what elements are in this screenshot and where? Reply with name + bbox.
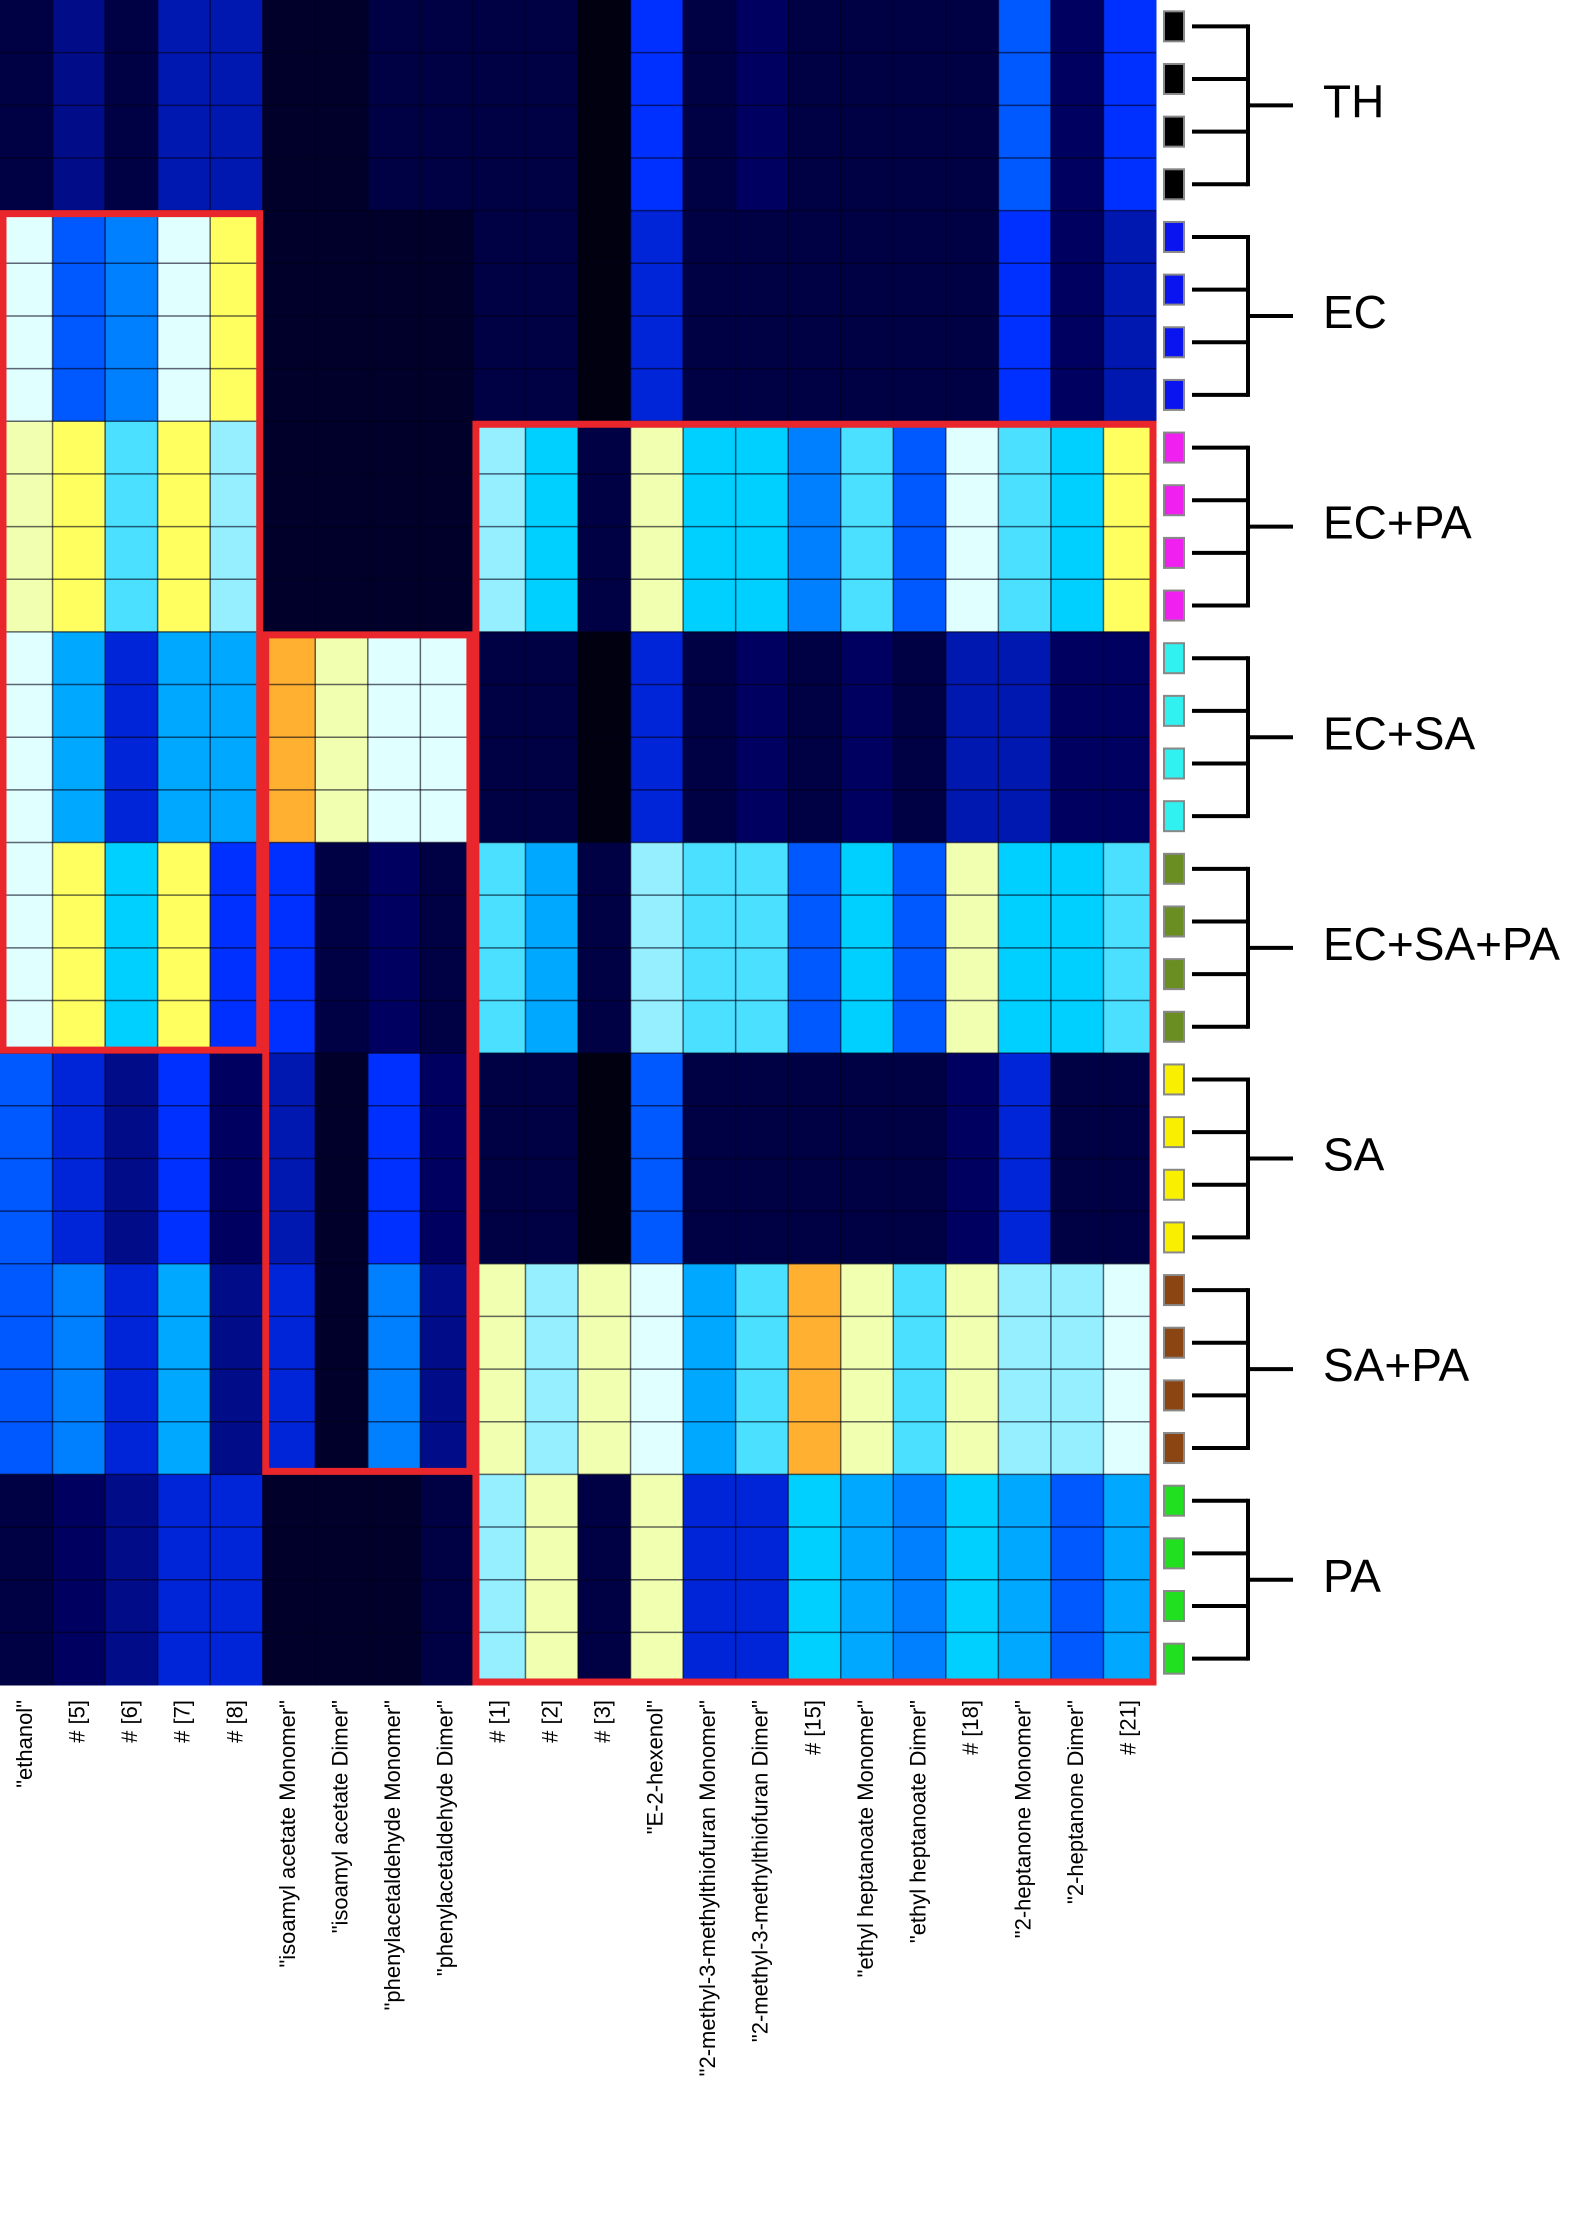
group-swatch — [1163, 10, 1185, 43]
group-swatch — [1163, 220, 1185, 253]
column-label: "2-methyl-3-methylthiofuran Monomer" — [695, 1700, 720, 2076]
group-swatch — [1163, 1010, 1185, 1043]
group-swatch — [1163, 1484, 1185, 1517]
group-swatch — [1163, 536, 1185, 569]
column-label: # [2] — [538, 1700, 563, 1743]
highlight-box — [472, 420, 1157, 1686]
column-label: "isoamyl acetate Monomer" — [275, 1700, 300, 1968]
column-label: # [15] — [800, 1700, 825, 1755]
column-label: # [6] — [117, 1700, 142, 1743]
group-label: EC+SA+PA — [1323, 918, 1560, 970]
group-swatch — [1163, 642, 1185, 675]
group-swatch — [1163, 1274, 1185, 1307]
column-label: "ethyl heptanoate Dimer" — [905, 1700, 930, 1943]
group-label: EC+PA — [1323, 497, 1472, 549]
group-swatch — [1163, 326, 1185, 359]
group-swatch — [1163, 1116, 1185, 1149]
group-swatch — [1163, 1432, 1185, 1465]
column-label: "phenylacetaldehyde Monomer" — [380, 1700, 405, 2010]
group-swatch — [1163, 1326, 1185, 1359]
group-swatch — [1163, 1168, 1185, 1201]
group-swatch — [1163, 800, 1185, 833]
group-swatch — [1163, 905, 1185, 938]
column-label: "2-heptanone Dimer" — [1063, 1700, 1088, 1904]
group-swatch — [1163, 168, 1185, 201]
group-swatch — [1163, 484, 1185, 517]
column-label: # [5] — [65, 1700, 90, 1743]
group-swatch — [1163, 1063, 1185, 1096]
group-label: SA — [1323, 1129, 1385, 1181]
group-swatch — [1163, 431, 1185, 464]
group-swatch — [1163, 1642, 1185, 1675]
highlight-box — [0, 210, 264, 1054]
group-swatch — [1163, 694, 1185, 727]
group-swatch — [1163, 589, 1185, 622]
group-swatch — [1163, 378, 1185, 411]
group-label: TH — [1323, 75, 1384, 127]
group-label: EC — [1323, 286, 1387, 338]
group-swatch — [1163, 852, 1185, 885]
highlight-box — [262, 631, 474, 1475]
group-label: SA+PA — [1323, 1339, 1469, 1391]
group-swatch — [1163, 1537, 1185, 1570]
column-label: # [21] — [1116, 1700, 1141, 1755]
group-swatch — [1163, 958, 1185, 991]
column-label: # [18] — [958, 1700, 983, 1755]
column-label: # [7] — [170, 1700, 195, 1743]
group-swatch — [1163, 62, 1185, 95]
column-label: "phenylacetaldehyde Dimer" — [432, 1700, 457, 1976]
group-swatch — [1163, 747, 1185, 780]
group-swatch — [1163, 273, 1185, 306]
group-swatch — [1163, 1379, 1185, 1412]
column-label: "2-heptanone Monomer" — [1010, 1700, 1035, 1938]
group-label: EC+SA — [1323, 707, 1475, 759]
column-label: "E-2-hexenol" — [643, 1700, 668, 1834]
column-label: "ethyl heptanoate Monomer" — [853, 1700, 878, 1977]
group-swatch — [1163, 1590, 1185, 1623]
column-label: "ethanol" — [12, 1700, 37, 1788]
column-label: # [1] — [485, 1700, 510, 1743]
group-swatch — [1163, 1221, 1185, 1254]
column-label: # [3] — [590, 1700, 615, 1743]
column-label: # [8] — [222, 1700, 247, 1743]
group-label: PA — [1323, 1550, 1381, 1602]
column-label: "2-methyl-3-methylthiofuran Dimer" — [748, 1700, 773, 2042]
column-label: "isoamyl acetate Dimer" — [327, 1700, 352, 1933]
group-swatch — [1163, 115, 1185, 148]
